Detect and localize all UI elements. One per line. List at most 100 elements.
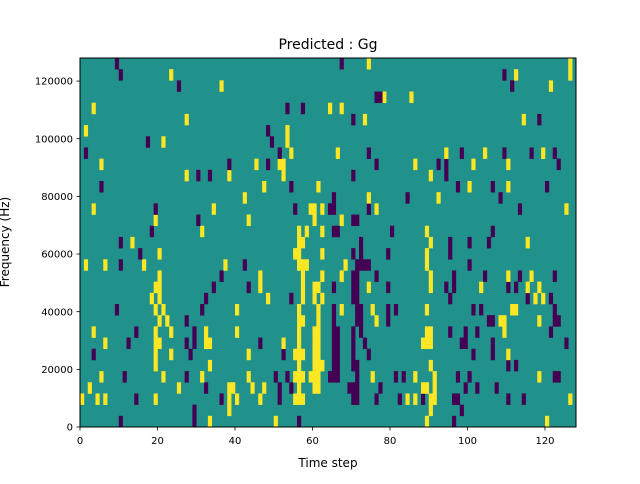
heatmap-cell-positive xyxy=(424,326,430,338)
heatmap-cell-negative xyxy=(556,158,561,171)
chart-title: Predicted : Gg xyxy=(278,37,377,53)
heatmap-cell-negative xyxy=(351,113,356,126)
heatmap-cell-positive xyxy=(316,348,321,361)
heatmap-cell-negative xyxy=(269,136,275,148)
heatmap-cell-negative xyxy=(192,337,197,350)
heatmap-cell-negative xyxy=(448,326,453,338)
heatmap-cell-negative xyxy=(285,371,290,383)
heatmap-cell-negative xyxy=(490,225,495,238)
heatmap-cell-positive xyxy=(370,304,375,316)
heatmap-cell-negative xyxy=(436,158,441,171)
heatmap-cell-positive xyxy=(297,315,302,327)
heatmap-cell-negative xyxy=(351,270,356,282)
heatmap-cell-positive xyxy=(204,326,209,338)
heatmap-cell-positive xyxy=(300,371,306,383)
heatmap-cell-negative xyxy=(196,214,201,227)
x-tick-label: 120 xyxy=(535,436,554,447)
heatmap-cell-positive xyxy=(409,91,414,104)
heatmap-cell-positive xyxy=(235,304,240,316)
heatmap-cell-positive xyxy=(184,113,189,126)
heatmap-cell-negative xyxy=(184,337,189,350)
heatmap-cell-negative xyxy=(548,326,554,338)
heatmap-cell-negative xyxy=(335,225,340,238)
heatmap-cell-positive xyxy=(316,326,321,338)
heatmap-cell-positive xyxy=(316,315,321,327)
heatmap-cell-negative xyxy=(444,158,449,171)
heatmap-cell-negative xyxy=(335,359,340,372)
heatmap-cell-positive xyxy=(421,337,426,350)
heatmap-cell-positive xyxy=(200,225,205,238)
heatmap-cell-negative xyxy=(200,304,205,316)
heatmap-cell-positive xyxy=(514,69,519,81)
heatmap-cell-positive xyxy=(304,225,309,238)
heatmap-cell-negative xyxy=(134,393,139,405)
heatmap-cell-negative xyxy=(122,371,127,383)
x-axis-label: Time step xyxy=(297,456,357,470)
heatmap-cell-positive xyxy=(320,270,325,282)
heatmap-cell-negative xyxy=(184,371,189,383)
heatmap-cell-negative xyxy=(459,147,464,159)
heatmap-cell-positive xyxy=(514,304,519,316)
heatmap-cell-positive xyxy=(339,270,344,282)
heatmap-cell-positive xyxy=(246,371,251,383)
heatmap-cell-negative xyxy=(448,292,453,305)
heatmap-cell-positive xyxy=(103,259,108,271)
heatmap-cell-negative xyxy=(328,371,333,383)
heatmap-cell-positive xyxy=(316,359,321,372)
heatmap-cell-negative xyxy=(374,393,379,405)
heatmap-cell-positive xyxy=(308,371,313,383)
heatmap-cell-positive xyxy=(428,326,433,338)
heatmap-background xyxy=(80,58,576,427)
heatmap-cell-negative xyxy=(448,236,453,249)
heatmap-cell-positive xyxy=(297,326,302,338)
heatmap-cell-positive xyxy=(502,315,507,327)
heatmap-cell-negative xyxy=(471,348,476,361)
heatmap-cell-negative xyxy=(366,348,371,361)
heatmap-cell-negative xyxy=(490,348,495,361)
heatmap-cell-negative xyxy=(362,337,368,350)
heatmap-cell-positive xyxy=(541,147,546,159)
heatmap-cell-positive xyxy=(262,382,267,394)
heatmap-cell-positive xyxy=(200,371,205,383)
heatmap-cell-negative xyxy=(390,225,395,238)
heatmap-cell-negative xyxy=(556,315,561,327)
heatmap-cell-negative xyxy=(145,136,151,148)
heatmap-cell-negative xyxy=(393,371,399,383)
heatmap-cell-positive xyxy=(432,393,437,405)
heatmap-cell-negative xyxy=(184,315,189,327)
heatmap-cell-negative xyxy=(118,236,123,249)
heatmap-cell-positive xyxy=(273,415,278,428)
heatmap-cell-positive xyxy=(95,393,100,405)
heatmap-cell-positive xyxy=(207,359,213,372)
heatmap-cell-positive xyxy=(227,169,232,182)
y-tick-label: 80000 xyxy=(41,192,73,203)
y-axis-ticks: 0 20000 40000 60000 80000 100000 120000 xyxy=(35,77,80,434)
heatmap-cell-negative xyxy=(359,248,364,260)
heatmap-cell-negative xyxy=(331,203,337,215)
heatmap-cell-positive xyxy=(293,248,298,260)
heatmap-cell-negative xyxy=(196,169,201,182)
heatmap-cell-negative xyxy=(405,192,410,204)
heatmap-cell-negative xyxy=(490,181,495,193)
heatmap-cell-negative xyxy=(397,393,402,405)
heatmap-cell-negative xyxy=(467,259,472,271)
heatmap-cell-positive xyxy=(223,259,228,271)
heatmap-cell-positive xyxy=(227,382,232,394)
heatmap-cell-positive xyxy=(436,192,441,204)
heatmap-cell-positive xyxy=(297,337,302,350)
heatmap-cell-negative xyxy=(521,393,526,405)
heatmap-cell-positive xyxy=(297,371,302,383)
heatmap-cell-negative xyxy=(219,393,224,405)
heatmap-cell-negative xyxy=(211,281,216,294)
heatmap-cell-positive xyxy=(432,371,437,383)
heatmap-cell-positive xyxy=(300,270,306,282)
heatmap-cell-negative xyxy=(459,337,464,350)
heatmap-cell-positive xyxy=(568,69,573,81)
heatmap-cell-positive xyxy=(254,158,259,171)
heatmap-cell-negative xyxy=(204,292,209,305)
heatmap-cell-positive xyxy=(153,348,158,361)
heatmap-cell-negative xyxy=(355,281,360,294)
heatmap-cell-positive xyxy=(153,326,158,338)
heatmap-cell-positive xyxy=(424,248,430,260)
heatmap-cell-negative xyxy=(455,181,461,193)
